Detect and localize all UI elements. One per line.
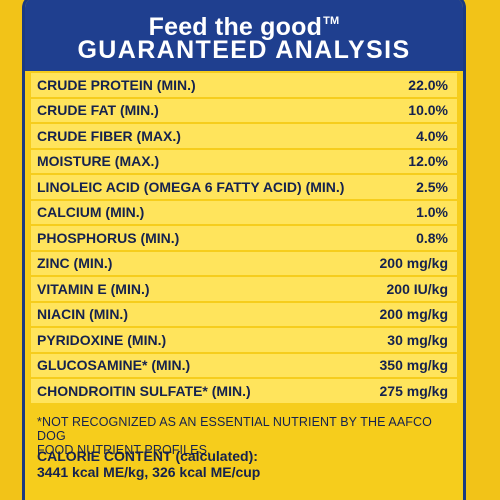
calorie-values: 3441 kcal ME/kg, 326 kcal ME/cup <box>37 464 261 480</box>
analysis-row: CRUDE FIBER (MAX.) 4.0% <box>31 124 457 148</box>
nutrient-value: 22.0% <box>408 76 448 93</box>
footnote-line: FOOD NUTRIENT PROFILES. <box>37 443 211 457</box>
nutrient-label: GLUCOSAMINE* (MIN.) <box>37 357 191 374</box>
nutrient-value: 200 mg/kg <box>379 306 448 323</box>
nutrient-value: 10.0% <box>408 102 448 119</box>
footnote-line: *NOT RECOGNIZED AS AN ESSENTIAL NUTRIENT… <box>37 415 432 443</box>
nutrient-label: MOISTURE (MAX.) <box>37 153 160 170</box>
guaranteed-analysis-panel: Feed the goodTM GUARANTEED ANALYSIS CRUD… <box>22 0 466 500</box>
analysis-row: MOISTURE (MAX.) 12.0% <box>31 149 457 173</box>
analysis-row: CRUDE FAT (MIN.) 10.0% <box>31 98 457 122</box>
nutrient-value: 30 mg/kg <box>387 331 448 348</box>
page-title: GUARANTEED ANALYSIS <box>77 36 411 64</box>
tagline-text: Feed the good <box>148 13 323 41</box>
nutrient-label: CRUDE FIBER (MAX.) <box>37 127 181 144</box>
nutrient-label: CALCIUM (MIN.) <box>37 204 145 221</box>
nutrient-value: 12.0% <box>408 153 448 170</box>
nutrient-value: 350 mg/kg <box>379 357 448 374</box>
analysis-row: CRUDE PROTEIN (MIN.) 22.0% <box>31 73 457 97</box>
tagline: Feed the goodTM <box>25 6 463 42</box>
nutrient-label: CHONDROITIN SULFATE* (MIN.) <box>37 382 251 399</box>
nutrient-label: CRUDE PROTEIN (MIN.) <box>37 76 196 93</box>
nutrient-value: 0.8% <box>416 229 448 246</box>
trademark-mark: TM <box>323 15 340 27</box>
analysis-table: CRUDE PROTEIN (MIN.) 22.0% CRUDE FAT (MI… <box>31 73 457 405</box>
nutrient-value: 1.0% <box>416 204 448 221</box>
footnote: *NOT RECOGNIZED AS AN ESSENTIAL NUTRIENT… <box>37 415 453 457</box>
analysis-row: CALCIUM (MIN.) 1.0% <box>31 200 457 224</box>
nutrient-label: PYRIDOXINE (MIN.) <box>37 331 167 348</box>
nutrient-value: 275 mg/kg <box>379 382 448 399</box>
nutrient-value: 200 IU/kg <box>386 280 448 297</box>
nutrient-label: VITAMIN E (MIN.) <box>37 280 150 297</box>
analysis-row: NIACIN (MIN.) 200 mg/kg <box>31 302 457 326</box>
nutrient-label: CRUDE FAT (MIN.) <box>37 102 159 119</box>
nutrient-value: 2.5% <box>416 178 448 195</box>
analysis-row: CHONDROITIN SULFATE* (MIN.) 275 mg/kg <box>31 379 457 403</box>
calorie-heading: CALORIE CONTENT (calculated): <box>37 448 258 464</box>
nutrient-label: PHOSPHORUS (MIN.) <box>37 229 180 246</box>
nutrient-label: LINOLEIC ACID (OMEGA 6 FATTY ACID) (MIN.… <box>37 178 345 195</box>
analysis-row: VITAMIN E (MIN.) 200 IU/kg <box>31 277 457 301</box>
nutrient-label: NIACIN (MIN.) <box>37 306 128 323</box>
analysis-row: LINOLEIC ACID (OMEGA 6 FATTY ACID) (MIN.… <box>31 175 457 199</box>
nutrient-value: 200 mg/kg <box>379 255 448 272</box>
calorie-content: CALORIE CONTENT (calculated): 3441 kcal … <box>37 448 453 480</box>
analysis-row: PYRIDOXINE (MIN.) 30 mg/kg <box>31 328 457 352</box>
panel-header: Feed the goodTM GUARANTEED ANALYSIS <box>25 0 463 71</box>
analysis-row: PHOSPHORUS (MIN.) 0.8% <box>31 226 457 250</box>
analysis-row: GLUCOSAMINE* (MIN.) 350 mg/kg <box>31 353 457 377</box>
analysis-row: ZINC (MIN.) 200 mg/kg <box>31 251 457 275</box>
nutrient-value: 4.0% <box>416 127 448 144</box>
nutrient-label: ZINC (MIN.) <box>37 255 113 272</box>
